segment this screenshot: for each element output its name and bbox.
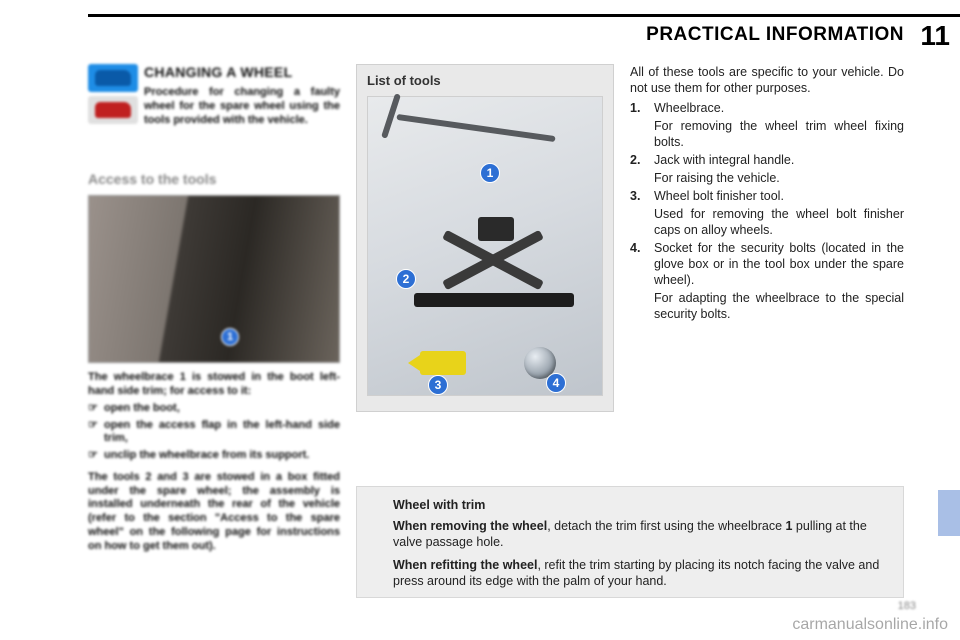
- tool-badge-1: 1: [480, 163, 500, 183]
- top-rule: [88, 14, 960, 17]
- info-title: Wheel with trim: [393, 497, 889, 514]
- info-line-2: When refitting the wheel, refit the trim…: [393, 557, 889, 590]
- tool-item-2: 2. Jack with integral handle. For raisin…: [630, 152, 904, 186]
- tool-3-num: 3.: [630, 188, 654, 238]
- bullet-1-text: open the boot,: [104, 402, 340, 416]
- tool-2-num: 2.: [630, 152, 654, 186]
- tool-badge-4: 4: [546, 373, 566, 393]
- photo-badge-1: 1: [221, 328, 239, 346]
- tools-lead-text: All of these tools are specific to your …: [630, 64, 904, 96]
- wheelbrace-shape-h: [396, 114, 555, 142]
- tools-title: List of tools: [367, 73, 603, 88]
- tools-list: 1. Wheelbrace. For removing the wheel tr…: [630, 100, 904, 322]
- tool-4-num: 4.: [630, 240, 654, 322]
- chapter-number: 11: [920, 20, 950, 52]
- tool-4-name: Socket for the security bolts (located i…: [654, 241, 904, 287]
- info-box: Wheel with trim When removing the wheel,…: [356, 486, 904, 598]
- manual-page: PRACTICAL INFORMATION 11 CHANGING A WHEE…: [0, 0, 960, 640]
- bullet-3-text: unclip the wheelbrace from its support.: [104, 449, 340, 463]
- info-line-1: When removing the wheel, detach the trim…: [393, 518, 889, 551]
- tool-4-desc: For adapting the wheelbrace to the speci…: [654, 290, 904, 322]
- tool-item-3: 3. Wheel bolt finisher tool. Used for re…: [630, 188, 904, 238]
- tools-panel: List of tools 1 2 3 4: [356, 64, 614, 412]
- page-number: 183: [898, 600, 916, 612]
- tool-badge-3: 3: [428, 375, 448, 395]
- car-red-icon: [88, 96, 138, 124]
- tool-item-1: 1. Wheelbrace. For removing the wheel tr…: [630, 100, 904, 150]
- car-blue-icon: [88, 64, 138, 92]
- tool-badge-2: 2: [396, 269, 416, 289]
- heading-access-tools: Access to the tools: [88, 127, 340, 187]
- tool-3-desc: Used for removing the wheel bolt finishe…: [654, 206, 904, 238]
- tools-illustration: 1 2 3 4: [367, 96, 603, 396]
- para-wheelbrace-stowed: The wheelbrace 1 is stowed in the boot l…: [88, 371, 340, 399]
- tool-1-num: 1.: [630, 100, 654, 150]
- watermark: carmanualsonline.info: [792, 616, 948, 634]
- info-l1-mid: , detach the trim first using the wheelb…: [547, 519, 785, 533]
- info-l1-bold: When removing the wheel: [393, 519, 547, 533]
- bullet-2-text: open the access flap in the left-hand si…: [104, 419, 340, 447]
- info-l2-bold: When refitting the wheel: [393, 558, 537, 572]
- tool-1-desc: For removing the wheel trim wheel fixing…: [654, 118, 904, 150]
- tool-2-name: Jack with integral handle.: [654, 153, 794, 167]
- right-column: All of these tools are specific to your …: [630, 64, 904, 322]
- bullet-2: ☞open the access flap in the left-hand s…: [88, 419, 340, 447]
- tool-item-4: 4. Socket for the security bolts (locate…: [630, 240, 904, 322]
- vehicle-icons: [88, 64, 138, 126]
- chapter-title: PRACTICAL INFORMATION: [646, 24, 904, 46]
- tool-2-desc: For raising the vehicle.: [654, 170, 904, 186]
- bullet-3: ☞unclip the wheelbrace from its support.: [88, 449, 340, 463]
- left-column: CHANGING A WHEEL Procedure for changing …: [88, 64, 340, 553]
- side-tab: [938, 490, 960, 536]
- jack-shape: [414, 217, 574, 307]
- finisher-tool-shape: [420, 351, 466, 375]
- tool-1-name: Wheelbrace.: [654, 101, 724, 115]
- tool-3-name: Wheel bolt finisher tool.: [654, 189, 784, 203]
- bullet-1: ☞open the boot,: [88, 402, 340, 416]
- para-tools-stowed: The tools 2 and 3 are stowed in a box fi…: [88, 471, 340, 554]
- access-photo: 1: [88, 195, 340, 363]
